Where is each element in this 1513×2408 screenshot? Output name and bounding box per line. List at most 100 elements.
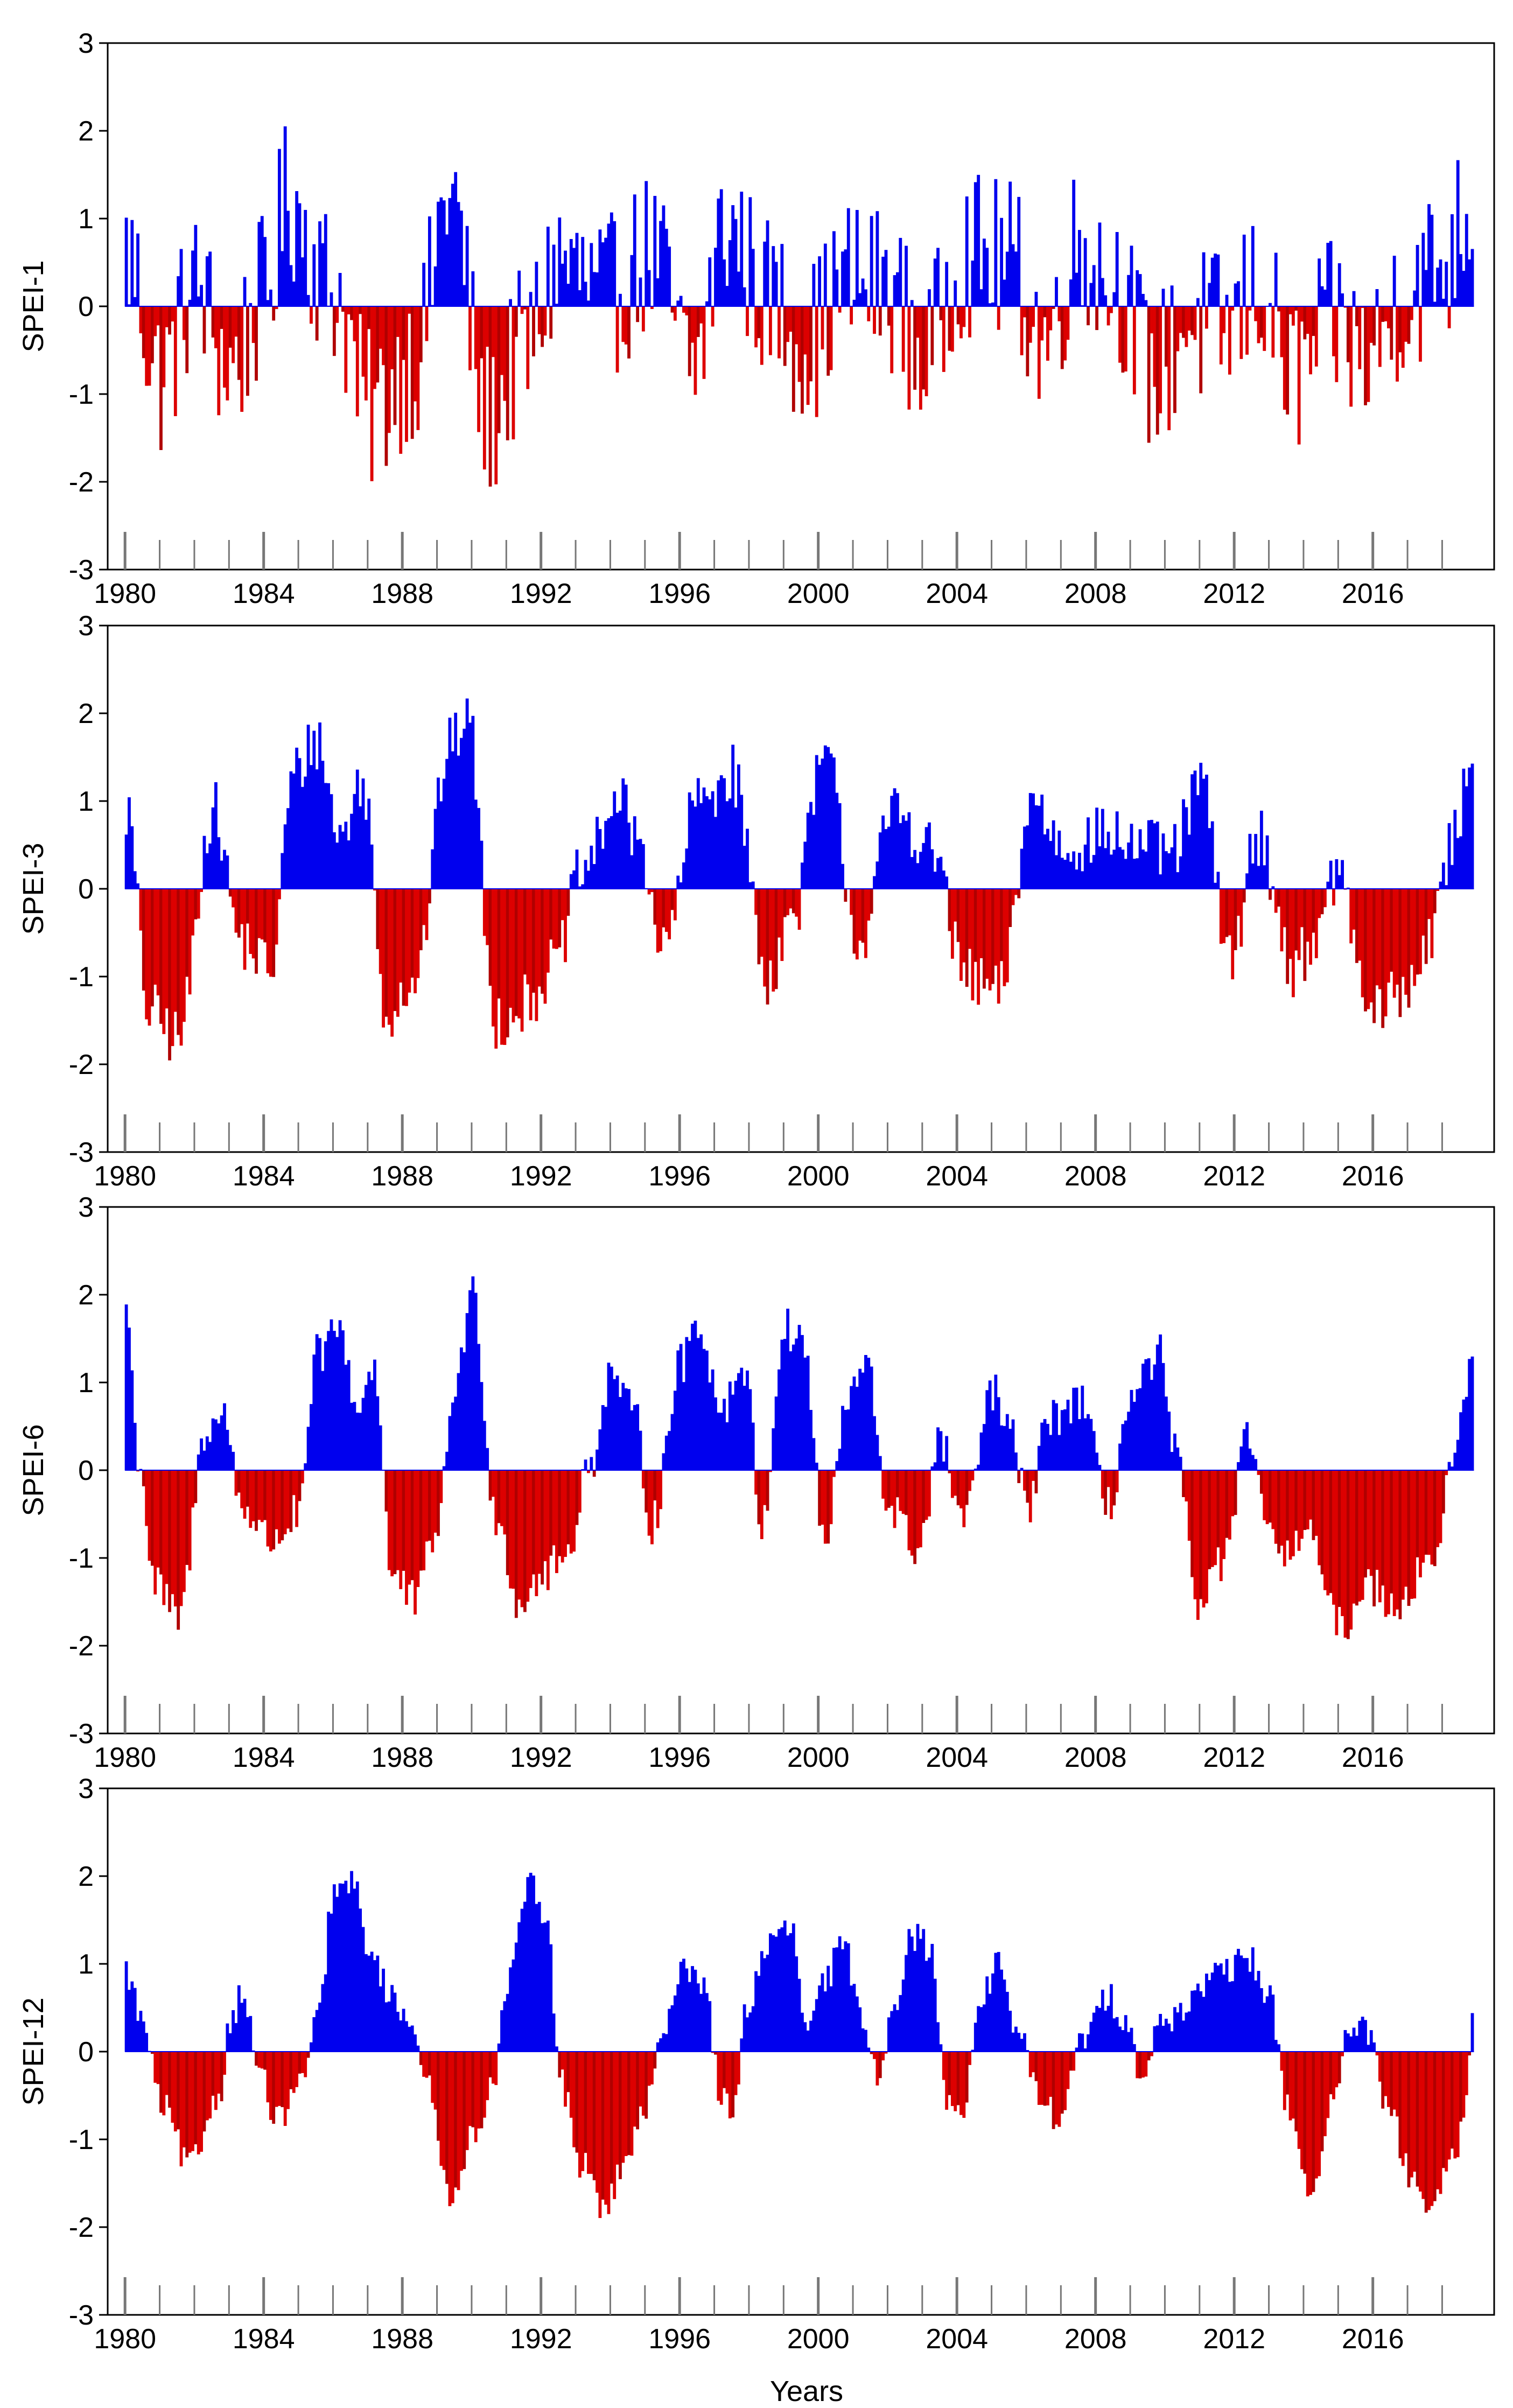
bar-positive (1000, 1425, 1003, 1471)
bar-negative (887, 306, 891, 326)
bar-positive (330, 794, 333, 889)
bar-negative (1167, 306, 1171, 431)
bar-negative (850, 306, 853, 325)
bar-positive (725, 801, 729, 889)
bar-positive (353, 1889, 356, 2052)
bar-positive (1248, 1448, 1252, 1471)
bar-positive (772, 246, 775, 307)
bar-positive (685, 1337, 689, 1471)
bar-positive (566, 284, 570, 307)
bar-negative (668, 888, 671, 939)
bar-positive (743, 2004, 746, 2052)
bar-negative (494, 2051, 498, 2086)
bar-positive (1144, 851, 1148, 889)
bar-positive (832, 231, 836, 307)
bar-positive (636, 1404, 640, 1471)
bar-negative (899, 1470, 902, 1511)
bar-positive (645, 181, 648, 307)
bar-negative (1259, 306, 1263, 338)
bar-negative (1132, 306, 1136, 395)
bar-positive (188, 299, 192, 307)
bar-negative (922, 1470, 926, 1524)
bar-positive (858, 2007, 862, 2052)
bar-positive (1150, 1380, 1153, 1471)
bar-positive (864, 1355, 867, 1471)
bar-positive (359, 1413, 362, 1471)
bar-positive (1459, 254, 1462, 307)
bar-negative (310, 306, 313, 324)
bar-negative (791, 306, 795, 412)
bar-positive (1214, 254, 1217, 307)
bar-negative (1121, 306, 1125, 373)
bar-positive (347, 1893, 351, 2052)
bar-negative (873, 2051, 876, 2059)
y-tick-label: 0 (78, 2037, 94, 2068)
bar-negative (1294, 306, 1298, 311)
bar-positive (200, 1438, 203, 1471)
bar-negative (1410, 888, 1413, 965)
bar-positive (1199, 1991, 1203, 2052)
bar-positive (619, 293, 622, 307)
bar-negative (746, 306, 749, 336)
bar-negative (1280, 306, 1284, 357)
bar-positive (991, 1973, 994, 2052)
bar-positive (1159, 874, 1162, 889)
bar-positive (1101, 1989, 1104, 2052)
bar-positive (575, 850, 579, 889)
bar-positive (205, 853, 209, 889)
bar-negative (503, 1470, 507, 1535)
bar-negative (910, 1470, 914, 1556)
bar-positive (1239, 1446, 1243, 1471)
bar-negative (1387, 306, 1390, 328)
bar-positive (468, 722, 472, 889)
bar-negative (1269, 1470, 1272, 1523)
bar-positive (734, 1380, 738, 1471)
bar-negative (797, 888, 801, 930)
bar-positive (786, 1308, 790, 1471)
bar-negative (1390, 888, 1393, 972)
bar-positive (581, 237, 585, 307)
bar-positive (806, 2030, 810, 2052)
bar-positive (653, 195, 657, 307)
bar-negative (1332, 888, 1335, 905)
bar-negative (454, 2051, 458, 2188)
bar-positive (1040, 1422, 1044, 1471)
bar-negative (1332, 2051, 1335, 2100)
bar-positive (1164, 1396, 1168, 1471)
x-tick-label: 2000 (787, 1161, 850, 1192)
bar-negative (439, 2051, 443, 2166)
bar-negative (1390, 1470, 1393, 1593)
bar-positive (751, 2006, 755, 2052)
bar-positive (728, 798, 732, 889)
bar-negative (281, 2051, 284, 2108)
bar-negative (766, 888, 769, 1005)
bar-positive (928, 289, 931, 307)
bar-positive (327, 1912, 331, 2052)
bar-negative (275, 1470, 278, 1529)
bar-positive (278, 149, 281, 307)
bar-positive (592, 863, 596, 889)
bar-positive (128, 1328, 131, 1471)
bar-negative (393, 1470, 397, 1575)
bar-negative (220, 306, 223, 329)
bar-positive (728, 240, 732, 307)
bar-positive (569, 239, 573, 307)
bar-positive (711, 1369, 715, 1471)
bar-negative (916, 1470, 920, 1548)
bar-negative (1367, 888, 1370, 1009)
bar-negative (298, 2051, 302, 2074)
bar-negative (275, 888, 278, 945)
y-tick-label: 1 (78, 786, 94, 817)
bar-negative (971, 888, 975, 1001)
bar-negative (292, 1470, 296, 1496)
bar-positive (613, 221, 617, 307)
bar-positive (746, 2017, 749, 2052)
bar-positive (145, 2033, 149, 2052)
bar-negative (422, 1470, 426, 1571)
bar-negative (1375, 888, 1379, 986)
bar-negative (359, 306, 362, 314)
x-tick-label: 1984 (233, 1742, 295, 1773)
bar-negative (272, 306, 276, 321)
bar-negative (1346, 306, 1350, 362)
